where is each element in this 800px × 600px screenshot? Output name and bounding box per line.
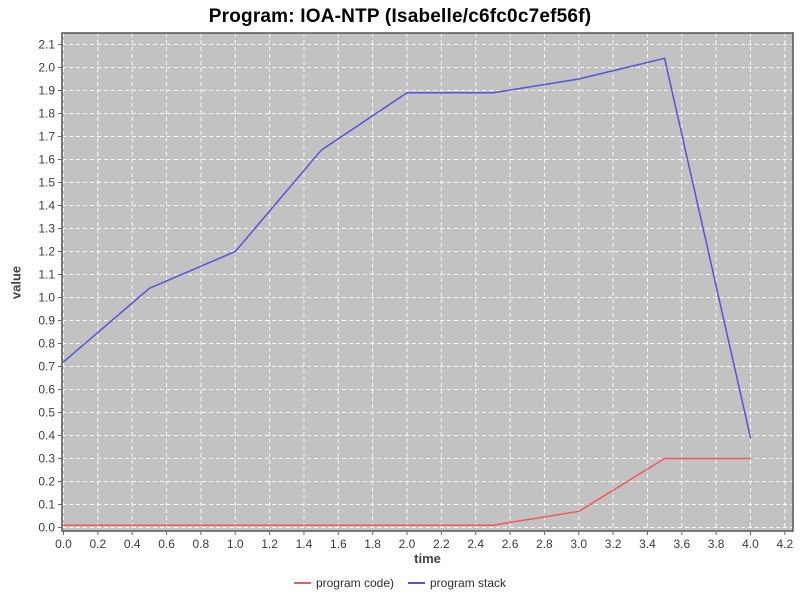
- legend-item-label: program stack: [430, 576, 507, 590]
- x-tick-label: 3.2: [605, 537, 622, 551]
- x-tick-label: 3.6: [673, 537, 690, 551]
- y-tick-label: 0.6: [38, 383, 55, 397]
- line-chart-plot: 0.0 0.2 0.4 0.6 0.8 1.0 1.2 1.4 1.6 1.8 2.0 2.2 2.4 2…: [38, 32, 794, 551]
- series-line-program-code: [62, 457, 752, 526]
- x-tick-label: 2.6: [502, 537, 519, 551]
- x-tick-label: 2.4: [467, 537, 484, 551]
- x-tick-label: 1.0: [227, 537, 244, 551]
- legend-line-swatch: [293, 582, 311, 584]
- chart-legend: program code) program stack: [0, 576, 800, 590]
- y-tick-label: 0.7: [38, 360, 55, 374]
- legend-item: program stack: [408, 576, 506, 590]
- y-tick-label: 0.3: [38, 452, 55, 466]
- y-tick-label: 0.1: [38, 498, 55, 512]
- series-line-program-stack: [62, 57, 752, 439]
- x-tick-label: 1.2: [261, 537, 278, 551]
- y-tick-label: 1.7: [38, 130, 55, 144]
- plot-background: [62, 33, 793, 531]
- x-tick-label: 3.8: [708, 537, 725, 551]
- x-tick-label: 2.8: [536, 537, 553, 551]
- x-tick-label: 2.2: [433, 537, 450, 551]
- x-tick-label: 1.6: [330, 537, 347, 551]
- y-tick-label: 1.6: [38, 153, 55, 167]
- y-tick-label: 1.4: [38, 199, 55, 213]
- x-tick-label: 2.0: [399, 537, 416, 551]
- x-tick-label: 4.0: [742, 537, 759, 551]
- y-tick-label: 0.9: [38, 314, 55, 328]
- y-tick-label: 1.1: [38, 268, 55, 282]
- y-tick-label: 0.4: [38, 429, 55, 443]
- y-tick-label: 1.0: [38, 291, 55, 305]
- legend-item: program code): [293, 576, 394, 590]
- x-tick-label: 0.6: [158, 537, 175, 551]
- y-tick-label: 0.8: [38, 337, 55, 351]
- y-tick-label: 1.3: [38, 222, 55, 236]
- x-tick-label: 4.2: [777, 537, 794, 551]
- x-tick-label: 1.4: [296, 537, 313, 551]
- y-tick-label: 1.2: [38, 245, 55, 259]
- x-tick-label: 3.0: [570, 537, 587, 551]
- legend-item-label: program code): [315, 576, 394, 590]
- x-axis-label: time: [414, 551, 441, 566]
- x-tick-label: 3.4: [639, 537, 656, 551]
- y-tick-label: 0.0: [38, 521, 55, 535]
- y-tick-label: 2.0: [38, 61, 55, 75]
- y-axis-label: value: [8, 265, 24, 300]
- y-tick-label: 2.1: [38, 38, 55, 52]
- y-tick-label: 0.5: [38, 406, 55, 420]
- y-tick-label: 1.5: [38, 176, 55, 190]
- x-tick-label: 0.2: [90, 537, 107, 551]
- y-tick-label: 1.8: [38, 107, 55, 121]
- x-tick-label: 1.8: [364, 537, 381, 551]
- x-tick-label: 0.0: [55, 537, 72, 551]
- chart-title: Program: IOA-NTP (Isabelle/c6fc0c7ef56f): [208, 6, 592, 27]
- plot-border: [61, 32, 794, 532]
- y-tick-label: 1.9: [38, 84, 55, 98]
- legend-line-swatch: [408, 582, 425, 584]
- x-tick-label: 0.8: [193, 537, 210, 551]
- x-tick-label: 0.4: [124, 537, 141, 551]
- y-tick-label: 0.2: [38, 475, 55, 489]
